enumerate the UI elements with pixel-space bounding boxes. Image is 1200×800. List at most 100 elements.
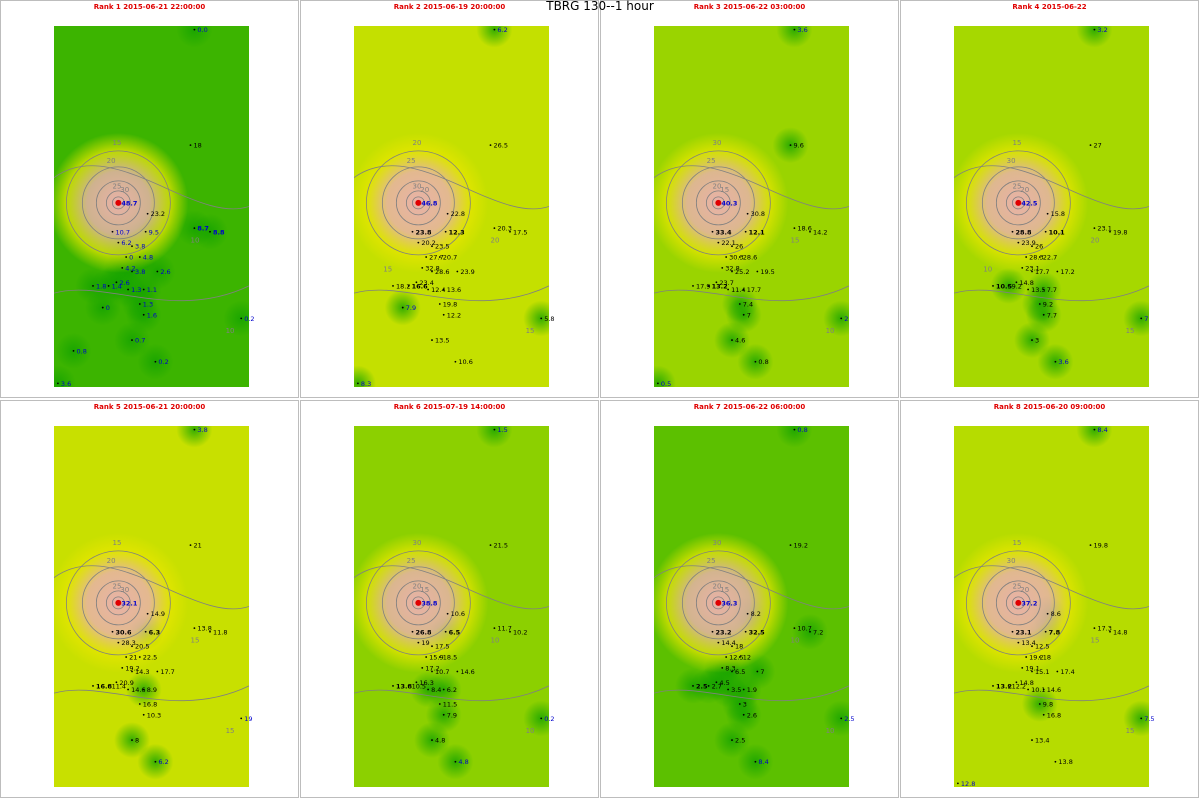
contour-label: 10 [826, 327, 835, 335]
contour-label: 20 [1020, 586, 1029, 594]
station-value-label: 17.5 [513, 228, 527, 236]
station-marker [493, 227, 496, 230]
station-marker [138, 256, 141, 258]
station-marker [131, 645, 133, 648]
panel-title: Rank 8 2015-06-20 09:00:00 [993, 403, 1106, 411]
station-value-label: 23.2 [151, 210, 165, 218]
station-value-label: 23.1 [1016, 628, 1033, 636]
station-marker [446, 212, 449, 215]
station-value-label: 8.7 [197, 225, 209, 233]
station-marker [438, 656, 441, 658]
low-rainfall-blob [176, 26, 213, 48]
contour-label: 15 [720, 586, 729, 594]
contour-label: 15 [1013, 139, 1022, 147]
station-value-label: 36.3 [721, 599, 737, 607]
station-marker [357, 382, 359, 385]
station-value-label: 16.3 [419, 679, 433, 687]
station-value-label: 28.3 [1029, 254, 1043, 262]
station-value-label: 23.7 [719, 279, 733, 287]
contour-label: 10 [791, 637, 800, 645]
contour-label: 15 [191, 637, 200, 645]
station-marker [1017, 641, 1020, 644]
station-value-label: 30.6 [116, 628, 133, 636]
station-marker [425, 656, 428, 658]
station-marker [144, 230, 147, 233]
station-marker [1042, 288, 1045, 291]
contour-label: 30 [120, 586, 129, 594]
station-value-label: 9.8 [1043, 700, 1053, 708]
station-marker [738, 303, 741, 305]
station-value-label: 3.6 [1058, 358, 1068, 366]
contour-line [1005, 190, 1031, 216]
station-marker [142, 288, 145, 291]
station-marker [438, 703, 441, 705]
station-value-label: 0.8 [758, 358, 768, 366]
station-marker [431, 739, 433, 741]
contour-label: 25 [1013, 582, 1022, 590]
station-value-label: 14.8 [1019, 679, 1033, 687]
station-marker [1038, 256, 1041, 258]
contour-line [665, 150, 771, 256]
contour-line [81, 166, 155, 240]
station-value-label: 32.1 [121, 599, 138, 607]
station-marker [415, 281, 418, 284]
station-value-label: 14.8 [1113, 628, 1127, 636]
station-value-label: 10.7 [797, 625, 811, 633]
contour-line [381, 166, 455, 240]
station-value-label: 2.6 [160, 268, 170, 276]
panel-title: Rank 1 2015-06-21 22:00:00 [93, 3, 206, 11]
station-value-label: 22.1 [721, 239, 735, 247]
station-marker [742, 688, 745, 691]
station-marker [411, 230, 414, 233]
station-value-label: 28.3 [121, 639, 135, 647]
station-value-label: 18.5 [443, 654, 457, 662]
station-marker [744, 630, 747, 633]
contour-line [665, 550, 771, 656]
station-marker [717, 641, 720, 644]
station-marker [115, 281, 118, 284]
station-marker [725, 256, 728, 258]
station-marker [1007, 685, 1010, 687]
low-rainfall-blob [54, 365, 76, 387]
station-marker [727, 288, 729, 291]
station-marker [1044, 230, 1047, 233]
station-marker [1038, 703, 1041, 705]
station-value-label: 19 [421, 639, 429, 647]
station-value-label: 7.2 [813, 628, 823, 636]
station-marker [131, 245, 133, 248]
station-value-label: 12.5 [1035, 643, 1049, 651]
station-value-label: 12.1 [749, 228, 766, 236]
station-marker [193, 627, 196, 630]
station-marker [392, 685, 394, 687]
contour-line [405, 590, 431, 616]
station-marker [1056, 270, 1059, 273]
station-marker [193, 28, 196, 31]
station-value-label: 3.8 [135, 268, 145, 276]
station-value-label: 6.3 [149, 628, 161, 636]
station-value-label: 17.7 [1035, 268, 1049, 276]
station-value-label: 18.6 [797, 225, 811, 233]
contour-line [695, 580, 741, 626]
station-value-label: 11.7 [497, 625, 511, 633]
station-marker [721, 666, 724, 669]
station-marker [72, 350, 75, 352]
station-value-label: 17.2 [425, 664, 439, 672]
contour-line [954, 285, 1149, 302]
station-value-label: 20.9 [119, 679, 133, 687]
contour-label: 15 [113, 139, 122, 147]
contour-label: 25 [1013, 182, 1022, 190]
contour-label: 20 [1020, 186, 1029, 194]
panel-title: Rank 4 2015-06-22 [1012, 3, 1087, 11]
station-marker [407, 685, 410, 687]
contour-line [705, 190, 731, 216]
station-value-label: 10.1 [1049, 228, 1066, 236]
station-value-label: 32.5 [749, 628, 766, 636]
station-value-label: 20.5 [135, 643, 149, 651]
contour-label: 15 [420, 586, 429, 594]
station-value-label: 0.7 [135, 337, 145, 345]
station-marker [715, 681, 718, 684]
contour-label: 20 [713, 182, 722, 190]
station-marker [1038, 303, 1041, 305]
low-rainfall-blob [523, 700, 549, 737]
